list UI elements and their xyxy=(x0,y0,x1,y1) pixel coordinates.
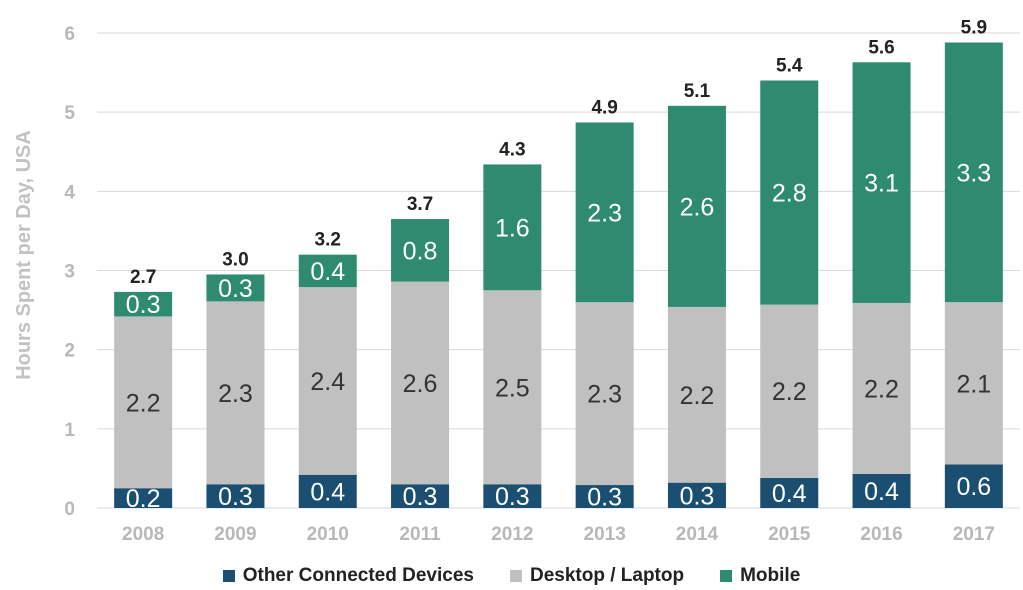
bar-segment xyxy=(944,42,1003,303)
y-tick-label: 3 xyxy=(64,262,75,283)
x-tick-label: 2009 xyxy=(214,524,256,545)
bar-segment xyxy=(298,254,357,288)
data-label: 3.3 xyxy=(956,159,991,187)
bar-segment xyxy=(852,302,911,474)
data-label: 0.4 xyxy=(864,478,899,506)
bar-segment xyxy=(114,488,173,508)
data-label: 2.2 xyxy=(772,378,807,406)
bar-segment xyxy=(114,291,173,317)
data-label: 0.3 xyxy=(218,483,253,511)
data-label: 2.6 xyxy=(680,193,715,221)
data-label: 0.8 xyxy=(403,237,438,265)
bar-segment xyxy=(391,281,450,485)
y-tick-label: 1 xyxy=(64,420,75,441)
data-label: 0.3 xyxy=(126,291,161,319)
data-label: 2.6 xyxy=(403,370,438,398)
bar-segment xyxy=(483,484,542,508)
total-label: 5.1 xyxy=(684,81,711,102)
data-label: 0.3 xyxy=(403,483,438,511)
bar-segment xyxy=(852,62,911,303)
total-label: 4.9 xyxy=(591,97,617,118)
data-label: 2.2 xyxy=(126,389,161,417)
data-label: 0.3 xyxy=(218,275,253,303)
bar-segment xyxy=(852,473,911,508)
total-label: 5.9 xyxy=(961,18,987,39)
bar-segment xyxy=(944,464,1003,508)
bar-segment xyxy=(114,316,173,489)
total-label: 4.3 xyxy=(499,139,525,160)
bar-segment xyxy=(667,105,726,307)
bar-segment xyxy=(944,302,1003,465)
bar-segment xyxy=(760,80,819,305)
total-label: 3.0 xyxy=(222,249,248,270)
x-tick-label: 2013 xyxy=(584,524,626,545)
data-label: 0.4 xyxy=(772,480,807,508)
data-label: 2.3 xyxy=(587,199,622,227)
data-label: 3.1 xyxy=(864,170,899,198)
bar-segment xyxy=(483,164,542,291)
data-label: 2.1 xyxy=(956,370,991,398)
legend-swatch-desktop-laptop xyxy=(509,570,522,582)
y-axis-label: Hours Spent per Day, USA xyxy=(13,130,35,380)
data-label: 0.3 xyxy=(587,484,622,512)
y-tick-label: 0 xyxy=(64,499,75,520)
x-tick-label: 2014 xyxy=(676,524,719,545)
bar-segment xyxy=(206,484,265,508)
legend-item-desktop-laptop: Desktop / Laptop xyxy=(509,565,685,587)
y-tick-label: 2 xyxy=(64,341,75,362)
legend-label-mobile: Mobile xyxy=(740,565,801,586)
legend-swatch-other-devices xyxy=(222,570,235,582)
bar-segment xyxy=(575,122,634,303)
total-label: 2.7 xyxy=(130,267,156,288)
y-tick-label: 4 xyxy=(64,182,75,203)
bar-segment xyxy=(298,287,357,475)
legend-label-desktop-laptop: Desktop / Laptop xyxy=(529,565,685,586)
stacked-bar-chart: 0 1 2 3 4 5 6 Hours Spent per Day, USA 0.2 2.2 0.3… xyxy=(13,18,1020,545)
data-label: 2.5 xyxy=(495,374,530,402)
legend-swatch-mobile xyxy=(720,570,733,582)
legend: Other Connected Devices Desktop / Laptop… xyxy=(0,565,1023,587)
bar-segment xyxy=(483,290,542,485)
data-label: 2.4 xyxy=(310,368,345,396)
legend-label-other-devices: Other Connected Devices xyxy=(242,565,474,586)
total-label: 5.4 xyxy=(776,56,803,77)
legend-item-mobile: Mobile xyxy=(720,565,800,587)
data-label: 2.2 xyxy=(864,375,899,403)
y-tick-label: 6 xyxy=(64,24,75,45)
data-label: 2.2 xyxy=(680,382,715,410)
bar-segment xyxy=(391,484,450,508)
bar-segment xyxy=(298,474,357,508)
total-label: 3.2 xyxy=(315,230,341,251)
bar-segment xyxy=(667,306,726,483)
x-tick-label: 2015 xyxy=(768,524,811,545)
data-label: 2.3 xyxy=(587,381,622,409)
bar-segment xyxy=(667,482,726,508)
legend-item-other-devices: Other Connected Devices xyxy=(222,565,474,587)
bar-segment xyxy=(206,274,265,302)
x-tick-label: 2011 xyxy=(399,524,441,545)
data-label: 2.8 xyxy=(772,180,807,208)
data-label: 0.3 xyxy=(680,482,715,510)
data-label: 0.6 xyxy=(956,473,991,501)
data-label: 0.4 xyxy=(310,478,345,506)
x-tick-label: 2017 xyxy=(953,524,995,545)
bar-segment xyxy=(206,301,265,485)
data-label: 0.4 xyxy=(310,258,345,286)
total-label: 5.6 xyxy=(868,37,894,58)
bar-segment xyxy=(391,219,450,282)
data-label: 0.3 xyxy=(495,483,530,511)
x-tick-label: 2016 xyxy=(860,524,902,545)
x-tick-label: 2008 xyxy=(122,524,164,545)
bar-segment xyxy=(760,304,819,478)
bar-segment xyxy=(760,477,819,508)
bar-segment xyxy=(575,485,634,508)
bar-segment xyxy=(575,302,634,486)
x-tick-label: 2010 xyxy=(307,524,349,545)
data-label: 1.6 xyxy=(495,214,530,242)
data-label: 0.2 xyxy=(126,485,161,513)
data-label: 2.3 xyxy=(218,380,253,408)
x-tick-label: 2012 xyxy=(491,524,533,545)
total-label: 3.7 xyxy=(407,194,433,215)
y-tick-label: 5 xyxy=(64,103,75,124)
